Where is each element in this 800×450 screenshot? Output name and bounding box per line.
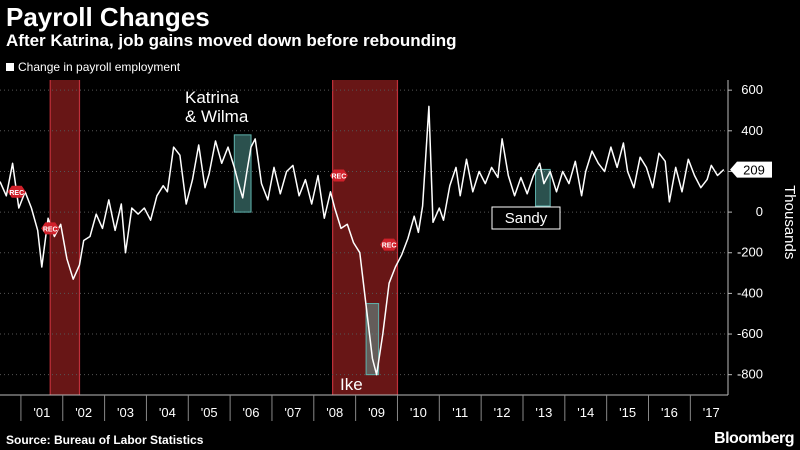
payroll-series-line bbox=[0, 105, 725, 376]
x-tick-label: '07 bbox=[284, 405, 301, 420]
rec-marker-shape bbox=[41, 222, 60, 235]
last-value-callout bbox=[730, 161, 772, 178]
legend-swatch bbox=[6, 63, 14, 71]
x-tick-label: '09 bbox=[368, 405, 385, 420]
y-tick-label: -600 bbox=[737, 326, 763, 341]
annotation-label-sandy: Sandy bbox=[505, 210, 548, 227]
y-tick-label: 0 bbox=[756, 204, 763, 219]
annotation-label-katrina: & Wilma bbox=[185, 107, 249, 126]
x-tick-label: '06 bbox=[243, 405, 260, 420]
y-tick-label: 400 bbox=[741, 123, 763, 138]
y-tick-label: -800 bbox=[737, 367, 763, 382]
recession-band-1 bbox=[332, 80, 398, 395]
annotation-box-ike bbox=[365, 303, 380, 376]
x-tick-label: '05 bbox=[201, 405, 218, 420]
x-tick-label: '04 bbox=[159, 405, 176, 420]
rec-marker-shape bbox=[380, 238, 399, 251]
rec-marker-label: REC bbox=[382, 243, 397, 250]
x-tick-label: '12 bbox=[494, 405, 511, 420]
last-value-label: 209 bbox=[743, 163, 765, 178]
x-tick-label: '17 bbox=[703, 405, 720, 420]
annotation-box-katrina bbox=[233, 134, 252, 213]
rec-marker-label: REC bbox=[43, 226, 58, 233]
rec-marker: REC bbox=[41, 222, 60, 235]
x-tick-label: '01 bbox=[33, 405, 50, 420]
legend: Change in payroll employment bbox=[6, 60, 180, 74]
annotation-label-ike: Ike bbox=[340, 375, 363, 394]
annotation-label-katrina: Katrina bbox=[185, 88, 239, 107]
y-tick-label: -200 bbox=[737, 245, 763, 260]
source-note: Source: Bureau of Labor Statistics bbox=[6, 433, 204, 447]
y-tick-label: -400 bbox=[737, 285, 763, 300]
x-tick-label: '15 bbox=[619, 405, 636, 420]
rec-marker-label: REC bbox=[9, 190, 24, 197]
rec-marker: REC bbox=[380, 238, 399, 251]
x-tick-label: '03 bbox=[117, 405, 134, 420]
y-axis-title: Thousands bbox=[781, 185, 798, 259]
x-tick-label: '02 bbox=[75, 405, 92, 420]
chart-title: Payroll Changes bbox=[6, 2, 210, 32]
y-tick-label: 600 bbox=[741, 82, 763, 97]
x-tick-label: '13 bbox=[535, 405, 552, 420]
x-tick-label: '10 bbox=[410, 405, 427, 420]
rec-marker-shape bbox=[7, 185, 26, 198]
rec-marker: REC bbox=[329, 169, 348, 182]
x-tick-label: '14 bbox=[577, 405, 594, 420]
rec-marker: REC bbox=[7, 185, 26, 198]
x-tick-label: '11 bbox=[452, 405, 468, 420]
rec-marker-shape bbox=[329, 169, 348, 182]
legend-label: Change in payroll employment bbox=[18, 60, 181, 74]
annotation-label-box-sandy bbox=[491, 206, 561, 230]
rec-marker-label: REC bbox=[332, 174, 347, 181]
x-tick-label: '08 bbox=[326, 405, 343, 420]
recession-band-0 bbox=[50, 80, 80, 395]
bloomberg-logo: Bloomberg bbox=[714, 430, 794, 447]
x-tick-label: '16 bbox=[661, 405, 678, 420]
chart-subtitle: After Katrina, job gains moved down befo… bbox=[6, 31, 457, 50]
